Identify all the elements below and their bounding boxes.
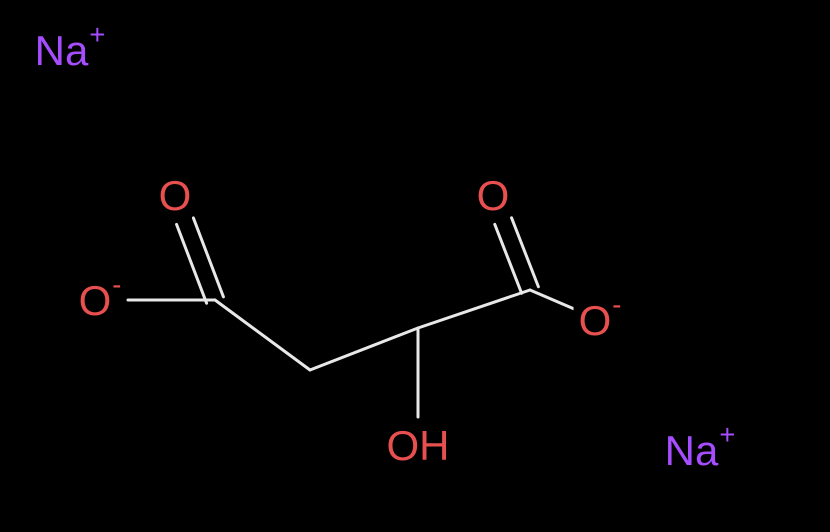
atom-label-o2: O: [159, 172, 192, 219]
atom-label-o3: OH: [387, 422, 450, 469]
molecule-diagram: O-OOHOO-Na+Na+: [0, 0, 830, 532]
atom-label-o4: O: [477, 172, 510, 219]
